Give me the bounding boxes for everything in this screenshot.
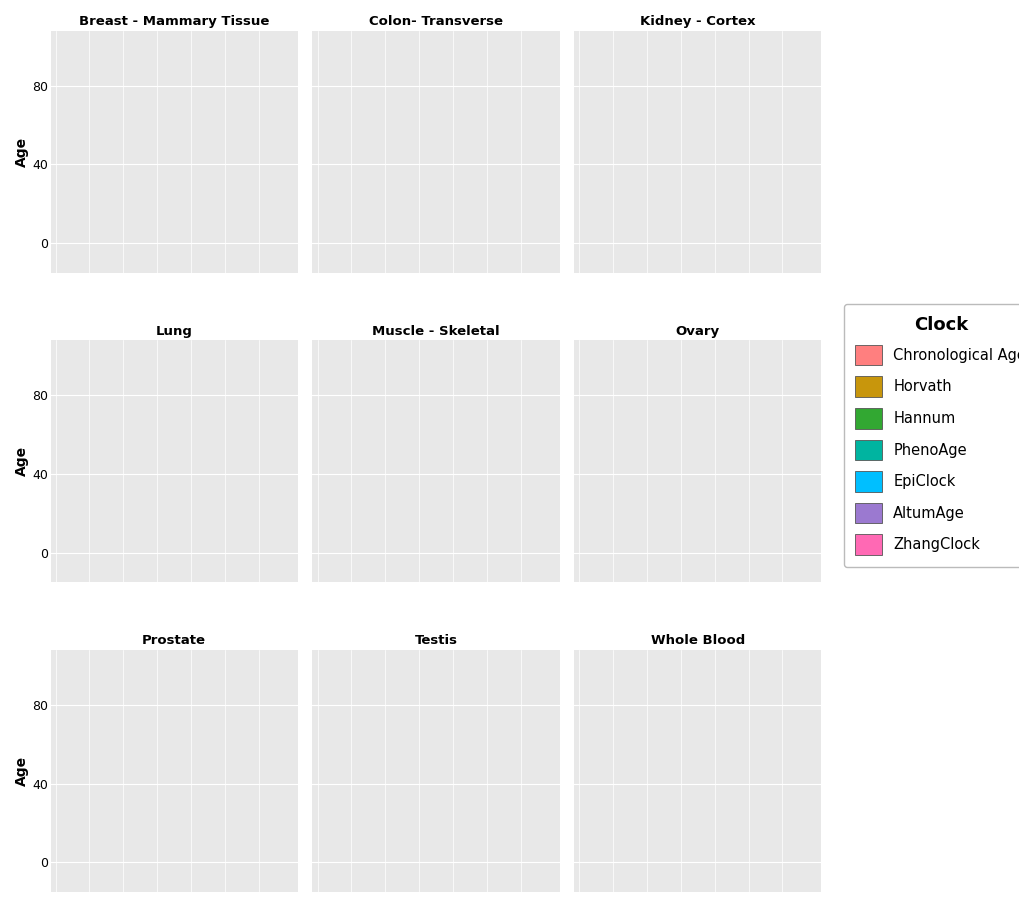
Title: Testis: Testis xyxy=(414,635,458,648)
Title: Prostate: Prostate xyxy=(142,635,206,648)
Title: Breast - Mammary Tissue: Breast - Mammary Tissue xyxy=(78,15,269,28)
Y-axis label: Age: Age xyxy=(15,136,29,167)
Title: Kidney - Cortex: Kidney - Cortex xyxy=(640,15,755,28)
Legend: Chronological Age, Horvath, Hannum, PhenoAge, EpiClock, AltumAge, ZhangClock: Chronological Age, Horvath, Hannum, Phen… xyxy=(843,304,1019,567)
Y-axis label: Age: Age xyxy=(15,756,29,786)
Y-axis label: Age: Age xyxy=(15,446,29,476)
Title: Muscle - Skeletal: Muscle - Skeletal xyxy=(372,325,499,337)
Title: Lung: Lung xyxy=(156,325,193,337)
Title: Whole Blood: Whole Blood xyxy=(650,635,744,648)
Title: Ovary: Ovary xyxy=(676,325,719,337)
Title: Colon- Transverse: Colon- Transverse xyxy=(369,15,502,28)
